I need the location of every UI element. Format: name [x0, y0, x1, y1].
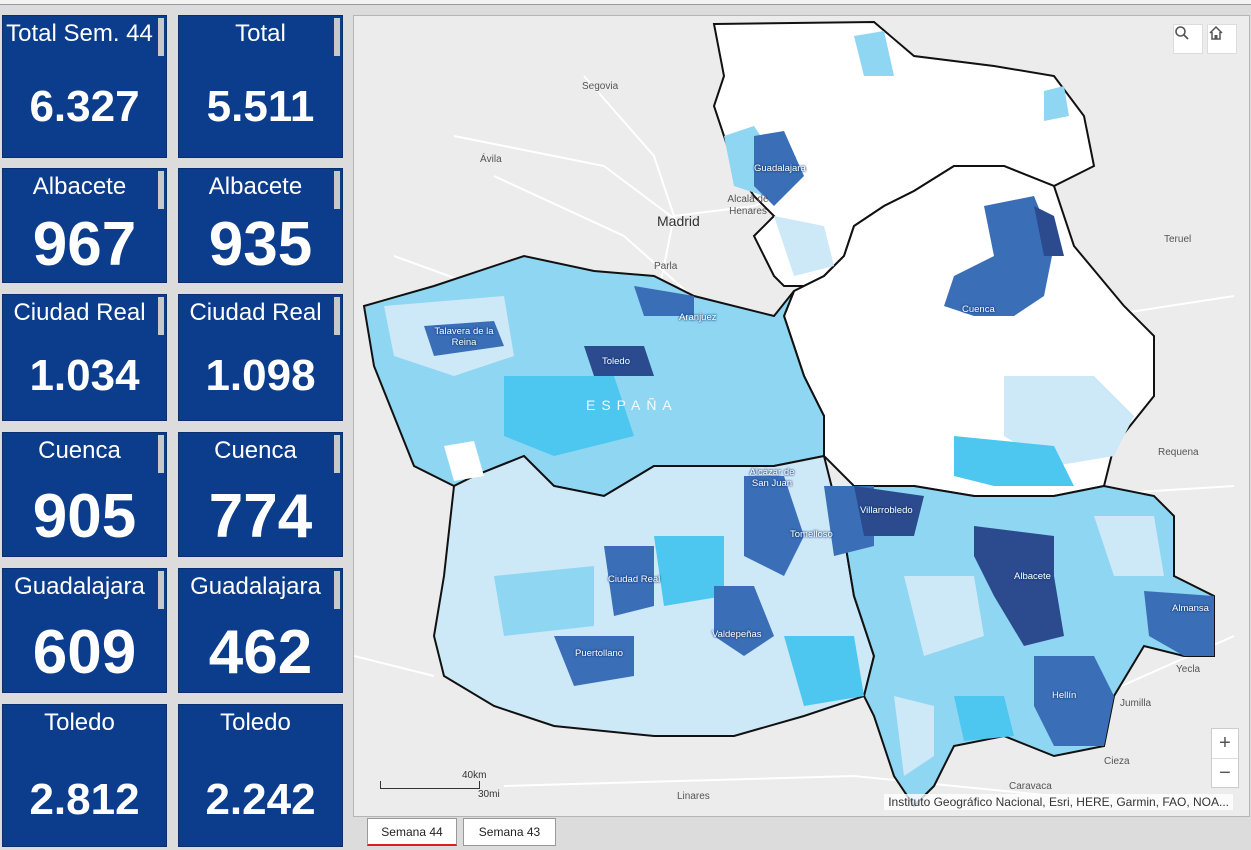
place-label-villarrobledo: Villarrobledo [860, 505, 913, 516]
card-value: 6.327 [29, 82, 140, 131]
zoom-out-button[interactable]: − [1212, 758, 1238, 787]
place-label-cuenca: Cuenca [962, 304, 995, 315]
place-label-ciudad-real: Ciudad Real [608, 574, 661, 585]
card-label: Cuenca [214, 437, 297, 464]
scale-line [380, 781, 480, 789]
city-label-parla: Parla [654, 261, 678, 272]
card-label: Ciudad Real [189, 299, 322, 326]
card-value: 5.511 [206, 82, 315, 131]
map-attribution[interactable]: Instituto Geográfico Nacional, Esri, HER… [884, 794, 1233, 810]
card-value: 774 [208, 482, 313, 551]
card-value: 2.812 [29, 775, 140, 824]
card-label: Total Sem. 44 [235, 20, 286, 46]
city-label-segovia: Segovia [582, 81, 619, 92]
card-scrollbar[interactable] [158, 297, 164, 335]
card-scrollbar[interactable] [158, 571, 164, 609]
card-cuenca-a: Cuenca 905 [2, 432, 167, 557]
card-scrollbar[interactable] [334, 297, 340, 335]
choropleth-map[interactable]: Segovia Ávila Madrid Alcalá de Henares P… [353, 15, 1250, 817]
card-label: Albacete [32, 173, 127, 200]
card-guadalajara-b: Guadalajara 462 [178, 568, 343, 693]
card-label: Albacete [208, 173, 303, 200]
card-total-sem44-b: Total Sem. 44 5.511 [178, 15, 343, 158]
place-label-guadalajara: Guadalajara [754, 163, 806, 174]
card-scrollbar[interactable] [334, 18, 340, 56]
city-label-caravaca: Caravaca [1009, 781, 1052, 792]
map-home-button[interactable] [1207, 24, 1237, 54]
city-label-linares: Linares [677, 791, 710, 802]
place-label-hellin: Hellín [1052, 690, 1077, 701]
tab-semana-44[interactable]: Semana 44 [367, 818, 457, 846]
card-value: 462 [208, 618, 313, 687]
card-toledo-b: Toledo 2.242 [178, 704, 343, 847]
card-label: Toledo [44, 709, 115, 736]
card-value: 905 [32, 482, 137, 551]
city-label-requena: Requena [1158, 447, 1199, 458]
card-scrollbar[interactable] [158, 18, 164, 56]
card-scrollbar[interactable] [158, 435, 164, 473]
city-label-madrid: Madrid [657, 213, 700, 229]
card-scrollbar[interactable] [158, 171, 164, 209]
place-label-tomelloso: Tomelloso [790, 529, 833, 540]
card-value: 1.034 [29, 351, 140, 400]
scale-mi-label: 30mi [478, 789, 500, 800]
card-label: Guadalajara [14, 573, 145, 600]
place-label-talavera: Talavera de la Reina [434, 326, 494, 348]
tab-semana-43[interactable]: Semana 43 [463, 818, 556, 846]
card-cuenca-b: Cuenca 774 [178, 432, 343, 557]
place-label-valdepenas: Valdepeñas [712, 629, 762, 640]
city-label-avila: Ávila [480, 154, 502, 165]
card-label: Cuenca [38, 437, 121, 464]
card-scrollbar[interactable] [334, 571, 340, 609]
card-guadalajara-a: Guadalajara 609 [2, 568, 167, 693]
place-label-almansa: Almansa [1172, 603, 1209, 614]
country-label: ESPAÑA [586, 397, 678, 413]
map-canvas[interactable] [354, 16, 1250, 817]
zoom-control: + − [1211, 728, 1239, 788]
city-label-alcala: Alcalá de Henares [727, 194, 769, 217]
municipality-fills [384, 31, 1214, 776]
place-label-albacete: Albacete [1014, 571, 1051, 582]
top-bar [0, 0, 1251, 5]
scale-km-label: 40km [462, 770, 487, 781]
search-icon [1175, 26, 1189, 40]
card-scrollbar[interactable] [334, 435, 340, 473]
card-ciudad-real-a: Ciudad Real 1.034 [2, 294, 167, 421]
card-total-sem44-a: Total Sem. 44 6.327 [2, 15, 167, 158]
card-value: 609 [32, 618, 137, 687]
card-label: Toledo [220, 709, 291, 736]
card-value: 2.242 [205, 775, 316, 824]
place-label-puertollano: Puertollano [575, 648, 624, 659]
card-albacete-a: Albacete 967 [2, 168, 167, 283]
card-albacete-b: Albacete 935 [178, 168, 343, 283]
home-icon [1209, 25, 1223, 40]
card-value: 935 [208, 210, 313, 279]
place-label-aranjuez: Aranjuez [679, 312, 717, 323]
place-label-alcazar: Alcázar de San Juan [749, 467, 795, 489]
card-label: Total Sem. 44 [6, 20, 153, 46]
card-scrollbar[interactable] [334, 171, 340, 209]
zoom-in-button[interactable]: + [1219, 732, 1231, 754]
card-value: 1.098 [205, 351, 316, 400]
city-label-jumilla: Jumilla [1120, 698, 1152, 709]
city-label-teruel: Teruel [1164, 234, 1192, 245]
card-ciudad-real-b: Ciudad Real 1.098 [178, 294, 343, 421]
place-label-toledo: Toledo [602, 356, 630, 367]
city-label-cieza: Cieza [1104, 756, 1130, 767]
city-label-yecla: Yecla [1176, 664, 1201, 675]
card-value: 967 [32, 210, 137, 279]
card-label: Guadalajara [190, 573, 321, 600]
map-search-button[interactable] [1173, 24, 1203, 54]
scale-bar: 40km 30mi [380, 770, 500, 800]
card-toledo-a: Toledo 2.812 [2, 704, 167, 847]
card-label: Ciudad Real [13, 299, 146, 326]
